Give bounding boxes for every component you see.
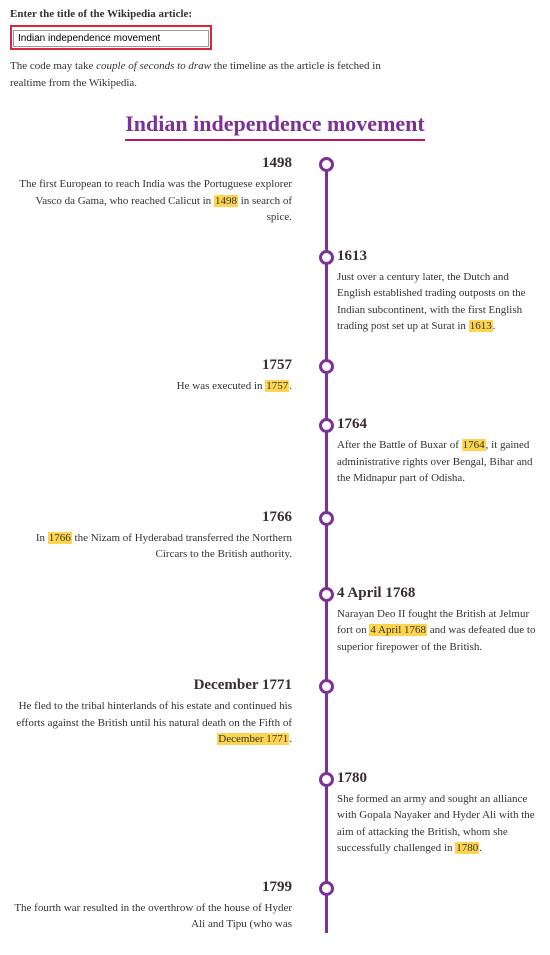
timeline-event: 1799 The fourth war resulted in the overt… [0, 879, 550, 933]
input-highlight-border [10, 25, 212, 50]
event-date: December 1771 [10, 677, 292, 694]
highlight-date: 1764 [462, 439, 486, 451]
highlight-date: 1757 [265, 380, 289, 392]
event-content: 1766In 1766 the Nizam of Hyderabad trans… [10, 509, 310, 563]
highlight-date: December 1771 [217, 733, 289, 745]
event-date: 1799 [10, 879, 292, 896]
timeline-event: 1780She formed an army and sought an all… [0, 770, 550, 857]
timeline-event: 1757He was executed in 1757. [0, 357, 550, 395]
event-dot [319, 250, 334, 265]
input-section: Enter the title of the Wikipedia article… [0, 0, 550, 99]
timeline: 1498The first European to reach India wa… [0, 155, 550, 933]
event-dot [319, 679, 334, 694]
timeline-event: 1766In 1766 the Nizam of Hyderabad trans… [0, 509, 550, 563]
event-description: He fled to the tribal hinterlands of his… [10, 698, 292, 748]
event-description: The first European to reach India was th… [10, 176, 292, 226]
timeline-event: 1613Just over a century later, the Dutch… [0, 248, 550, 335]
timeline-event: 1764After the Battle of Buxar of 1764, i… [0, 416, 550, 487]
event-date: 1757 [10, 357, 292, 374]
page-title: Indian independence movement [125, 111, 424, 141]
event-dot [319, 587, 334, 602]
event-description: After the Battle of Buxar of 1764, it ga… [337, 437, 537, 487]
event-date: 1498 [10, 155, 292, 172]
event-content: 1799 The fourth war resulted in the overt… [10, 879, 310, 933]
highlight-date: 1780 [455, 842, 479, 854]
event-content: 1757He was executed in 1757. [10, 357, 310, 395]
event-description: Narayan Deo II fought the British at Jel… [337, 606, 537, 656]
event-dot [319, 772, 334, 787]
event-content: 4 April 1768Narayan Deo II fought the Br… [337, 585, 537, 656]
event-content: December 1771He fled to the tribal hinte… [10, 677, 310, 748]
highlight-date: 1766 [48, 532, 72, 544]
timeline-event: 1498The first European to reach India wa… [0, 155, 550, 226]
event-date: 4 April 1768 [337, 585, 537, 602]
event-date: 1764 [337, 416, 537, 433]
event-description: The fourth war resulted in the overthrow… [10, 900, 292, 933]
page-title-wrap: Indian independence movement [0, 111, 550, 141]
event-date: 1766 [10, 509, 292, 526]
timeline-event: 4 April 1768Narayan Deo II fought the Br… [0, 585, 550, 656]
event-description: He was executed in 1757. [10, 378, 292, 395]
event-description: In 1766 the Nizam of Hyderabad transferr… [10, 530, 292, 563]
highlight-date: 4 April 1768 [369, 624, 427, 636]
event-date: 1613 [337, 248, 537, 265]
event-description: Just over a century later, the Dutch and… [337, 269, 537, 335]
event-content: 1780She formed an army and sought an all… [337, 770, 537, 857]
highlight-date: 1613 [469, 320, 493, 332]
timeline-event: December 1771He fled to the tribal hinte… [0, 677, 550, 748]
event-content: 1764After the Battle of Buxar of 1764, i… [337, 416, 537, 487]
event-content: 1613Just over a century later, the Dutch… [337, 248, 537, 335]
caption-text: The code may take couple of seconds to d… [10, 58, 390, 91]
event-dot [319, 359, 334, 374]
event-content: 1498The first European to reach India wa… [10, 155, 310, 226]
article-title-input[interactable] [13, 30, 209, 47]
event-date: 1780 [337, 770, 537, 787]
input-label: Enter the title of the Wikipedia article… [10, 8, 540, 20]
event-dot [319, 157, 334, 172]
event-dot [319, 418, 334, 433]
event-description: She formed an army and sought an allianc… [337, 791, 537, 857]
highlight-date: 1498 [214, 195, 238, 207]
event-dot [319, 511, 334, 526]
event-dot [319, 881, 334, 896]
